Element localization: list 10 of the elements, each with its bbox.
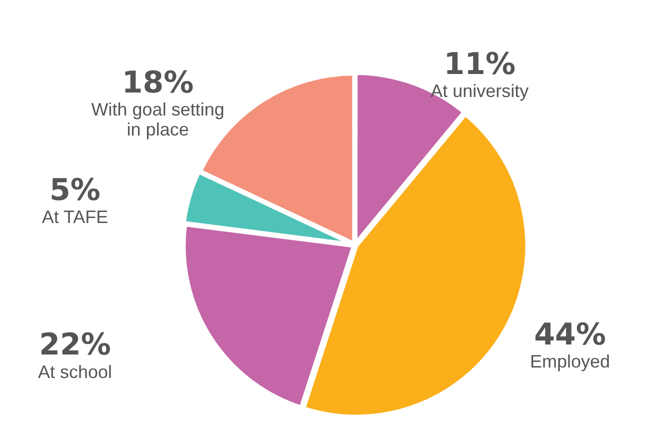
slice-label: With goal setting in place (91, 100, 224, 140)
data-label: 44% (534, 317, 606, 352)
slice-label: At TAFE (42, 206, 108, 227)
slice-label: Employed (530, 352, 610, 372)
slice-label: At school (38, 362, 112, 382)
data-label: 5% (50, 172, 100, 208)
data-label: 18% (122, 65, 194, 100)
slice-label: At university (430, 81, 529, 102)
data-label: 22% (39, 328, 111, 363)
data-label: 11% (444, 47, 516, 82)
